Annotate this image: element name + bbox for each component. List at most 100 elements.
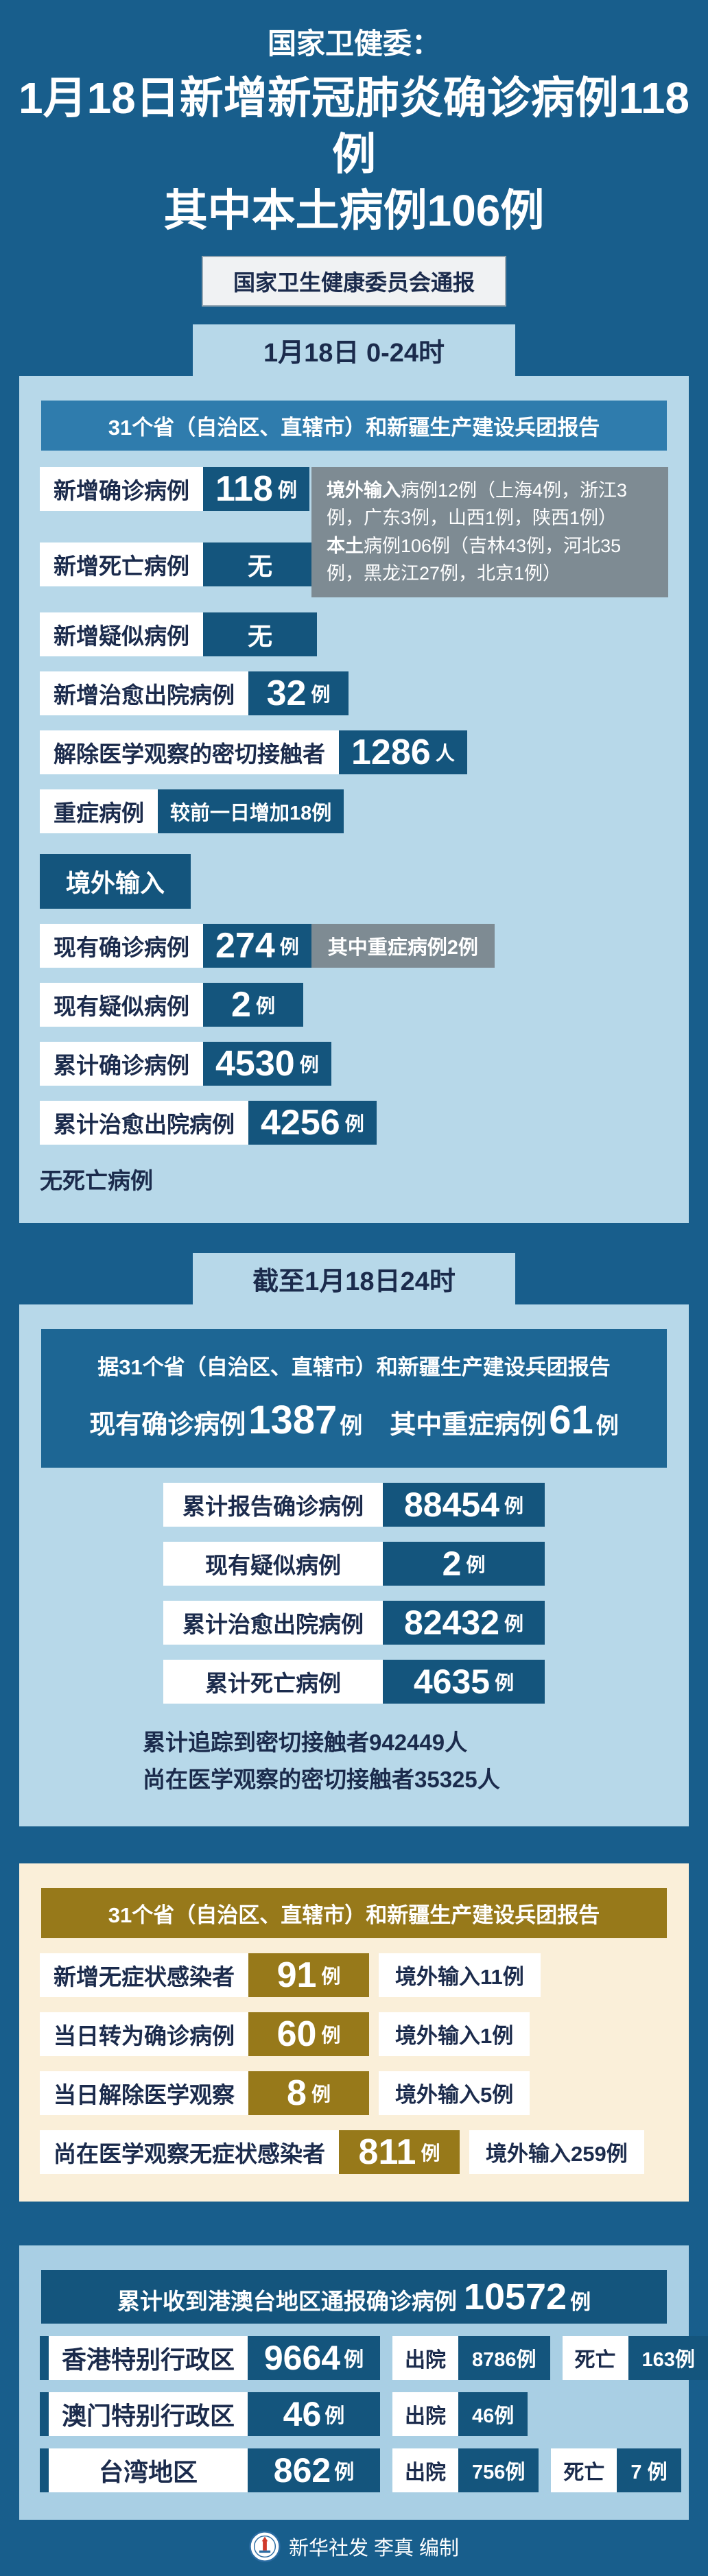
row-value: 8 例 — [248, 2071, 369, 2115]
row-accent-bar — [40, 2335, 49, 2380]
value-number: 1286 — [351, 732, 431, 772]
value-unit: 例 — [344, 1112, 364, 1134]
row-imported-active-confirmed: 现有确诊病例 274 例 其中重症病例2例 — [40, 923, 668, 968]
active-unit: 例 — [340, 1412, 363, 1438]
active-number: 1387 — [248, 1397, 338, 1442]
row-label: 新增无症状感染者 — [40, 1953, 248, 1997]
row-label: 累计报告确诊病例 — [163, 1482, 383, 1527]
region-label: 台湾地区 — [49, 2448, 248, 2492]
row-value: 32 例 — [248, 671, 349, 715]
row-value: 88454 例 — [383, 1482, 545, 1527]
title-line-1: 1月18日新增新冠肺炎确诊病例118例 — [18, 73, 690, 179]
row-new-asymptomatic: 新增无症状感染者 91 例 境外输入11例 — [40, 1953, 668, 1997]
severe-label: 其中重症病例 — [390, 1410, 547, 1440]
no-death-note: 无死亡病例 — [40, 1167, 153, 1193]
row-cum-recovered: 累计治愈出院病例 82432 例 — [163, 1600, 545, 1645]
region-label: 澳门特别行政区 — [49, 2392, 248, 2436]
row-imported-cum-confirmed: 累计确诊病例 4530 例 — [40, 1041, 668, 1086]
xinhua-emblem-icon — [249, 2530, 281, 2562]
note-under-observation: 尚在医学观察的密切接触者35325人 — [143, 1767, 500, 1793]
value-unit: 例 — [504, 1612, 524, 1634]
row-imported-cum-recovered: 累计治愈出院病例 4256 例 — [40, 1100, 668, 1145]
row-accent-bar — [40, 2448, 49, 2492]
death-value: 163例 — [628, 2335, 708, 2380]
summary-report-line: 据31个省（自治区、直辖市）和新疆生产建设兵团报告 — [97, 1355, 611, 1379]
new-confirmed-block: 新增确诊病例 118 例 新增死亡病例 无 境外输入病例12例（上海4例，浙江3… — [40, 466, 668, 597]
value-unit: 例 — [421, 2142, 440, 2164]
region-value: 46 例 — [248, 2392, 380, 2436]
value-number: 118 — [215, 468, 273, 509]
value-number: 82432 — [403, 1603, 500, 1642]
value-unit: 例 — [321, 2024, 341, 2046]
contact-tracing-notes: 累计追踪到密切接触者942449人 尚在医学观察的密切接触者35325人 — [143, 1724, 668, 1799]
new-confirmed-left-col: 新增确诊病例 118 例 新增死亡病例 无 — [40, 466, 317, 597]
cumulative-summary-box: 据31个省（自治区、直辖市）和新疆生产建设兵团报告 现有确诊病例 1387 例 … — [41, 1328, 667, 1468]
value-number: 4256 — [261, 1102, 340, 1143]
death-value: 7 例 — [617, 2448, 681, 2492]
tab-cumulative-report: 截至1月18日24时 — [193, 1252, 515, 1304]
discharge-value: 756例 — [458, 2448, 539, 2492]
credit-line: 新华社发 李真 编制 — [288, 2537, 460, 2560]
panel-daily-report: 31个省（自治区、直辖市）和新疆生产建设兵团报告 新增确诊病例 118 例 新增… — [19, 375, 689, 1223]
row-taiwan: 台湾地区 862 例 出院 756例 死亡 7 例 — [40, 2448, 681, 2492]
banner-hmt-total: 累计收到港澳台地区通报确诊病例 10572 例 — [41, 2269, 667, 2324]
row-value: 91 例 — [248, 1953, 369, 1997]
detail-prefix: 境外输入 — [327, 479, 401, 501]
value-number: 2 — [442, 1544, 462, 1583]
row-value: 无 — [203, 542, 317, 586]
row-value: 2 例 — [383, 1541, 545, 1586]
detail-line-local: 本土病例106例（吉林43例，河北35例，黑龙江27例，北京1例） — [327, 532, 653, 588]
value-number: 32 — [266, 673, 307, 713]
row-value: 82432 例 — [383, 1600, 545, 1645]
active-label: 现有确诊病例 — [89, 1410, 246, 1440]
row-under-observation-asymptomatic: 尚在医学观察无症状感染者 811 例 境外输入259例 — [40, 2130, 668, 2174]
source-box: 国家卫生健康委员会通报 — [201, 255, 506, 307]
value-number: 2 — [231, 984, 251, 1025]
discharge-label: 出院 — [392, 2448, 458, 2492]
value-number: 60 — [276, 2014, 317, 2054]
severe-unit: 例 — [595, 1412, 619, 1438]
value-number: 4530 — [215, 1043, 295, 1084]
row-label: 新增死亡病例 — [40, 542, 203, 586]
value-unit: 例 — [279, 935, 299, 957]
row-label: 解除医学观察的密切接触者 — [40, 730, 339, 774]
row-label: 新增治愈出院病例 — [40, 671, 248, 715]
row-released-observation: 当日解除医学观察 8 例 境外输入5例 — [40, 2071, 668, 2115]
row-label: 累计确诊病例 — [40, 1041, 203, 1086]
row-converted-confirmed: 当日转为确诊病例 60 例 境外输入1例 — [40, 2012, 668, 2056]
value-unit: 例 — [466, 1553, 486, 1575]
banner-number: 10572 — [463, 2276, 567, 2317]
value-unit: 例 — [311, 683, 331, 705]
region-label: 香港特别行政区 — [49, 2335, 248, 2380]
discharge-label: 出院 — [392, 2335, 458, 2380]
banner-provinces: 31个省（自治区、直辖市）和新疆生产建设兵团报告 — [41, 400, 667, 451]
row-macau: 澳门特别行政区 46 例 出院 46例 — [40, 2392, 668, 2436]
row-active-suspected: 现有疑似病例 2 例 — [163, 1541, 545, 1586]
row-label: 累计死亡病例 — [163, 1659, 383, 1704]
imported-side-note: 境外输入259例 — [469, 2130, 644, 2174]
value-number: 862 — [273, 2450, 331, 2490]
row-label: 累计治愈出院病例 — [163, 1600, 383, 1645]
panel-cumulative-report: 据31个省（自治区、直辖市）和新疆生产建设兵团报告 现有确诊病例 1387 例 … — [19, 1304, 689, 1826]
row-new-recovered: 新增治愈出院病例 32 例 — [40, 671, 668, 715]
row-cum-deaths: 累计死亡病例 4635 例 — [163, 1659, 545, 1704]
row-value: 4530 例 — [203, 1041, 331, 1086]
row-label: 现有确诊病例 — [40, 923, 203, 968]
value-number: 91 — [276, 1955, 317, 1995]
value-unit: 例 — [344, 2348, 364, 2371]
detail-text: 病例106例（吉林43例，河北35例，黑龙江27例，北京1例） — [327, 535, 622, 584]
value-unit: 例 — [321, 1965, 341, 1987]
value-unit: 例 — [324, 2405, 345, 2427]
value-unit: 例 — [277, 479, 297, 501]
value-unit: 人 — [435, 742, 455, 764]
tab-daily-report: 1月18日 0-24时 — [193, 324, 515, 376]
severe-note-box: 其中重症病例2例 — [311, 923, 495, 968]
row-label: 重症病例 — [40, 789, 158, 833]
discharge-value: 46例 — [458, 2392, 528, 2436]
row-accent-bar — [40, 2392, 49, 2436]
header: 国家卫健委： 1月18日新增新冠肺炎确诊病例118例 其中本土病例106例 国家… — [0, 0, 708, 307]
region-value: 862 例 — [248, 2448, 380, 2492]
imported-side-note: 境外输入11例 — [379, 1953, 541, 1997]
row-label: 当日转为确诊病例 — [40, 2012, 248, 2056]
